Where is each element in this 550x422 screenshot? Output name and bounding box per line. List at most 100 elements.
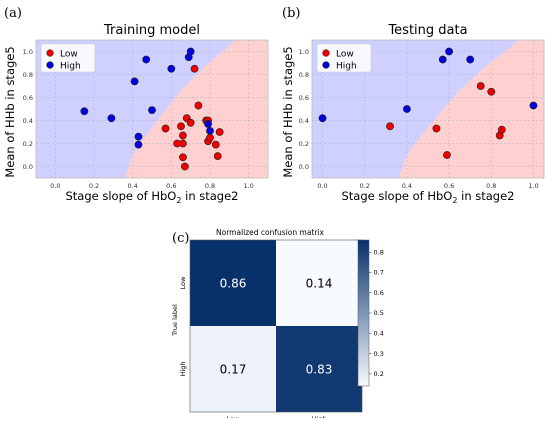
matrix-cell xyxy=(276,240,362,326)
low-point xyxy=(211,140,220,149)
colorbar-tick-label: 0.8 xyxy=(374,248,384,256)
y-tick-label: 0.8 xyxy=(23,71,33,79)
high-point xyxy=(186,47,195,56)
y-tick-label: 1.0 xyxy=(299,48,309,56)
high-point xyxy=(438,55,447,64)
confusion-matrix-chart: Normalized confusion matrix True label P… xyxy=(171,228,384,422)
high-point xyxy=(134,132,143,141)
high-point xyxy=(445,47,453,56)
high-point xyxy=(167,64,176,73)
x-tick-label: 1.0 xyxy=(243,182,253,190)
x-tick-label: 1.0 xyxy=(528,182,538,190)
matrix-cell xyxy=(276,326,362,412)
x-tick-label: 0.8 xyxy=(486,182,496,190)
y-tick-label: 1.0 xyxy=(23,48,33,56)
high-point xyxy=(206,126,214,135)
low-point xyxy=(386,122,394,131)
low-point xyxy=(487,87,496,96)
x-tick-label: 0.6 xyxy=(444,182,454,190)
high-point xyxy=(130,77,139,86)
plot-frame xyxy=(35,39,269,179)
x-tick-label: 0.0 xyxy=(50,182,60,190)
y-tick-label: 0.2 xyxy=(23,140,33,148)
low-point xyxy=(206,133,214,142)
legend-box xyxy=(316,43,372,73)
high-point xyxy=(142,55,151,64)
high-point xyxy=(148,106,156,115)
x-tick-label: 0.6 xyxy=(166,182,176,190)
chart-title: Normalized confusion matrix xyxy=(216,228,325,237)
low-point xyxy=(190,64,199,73)
legend-label: Low xyxy=(60,49,78,59)
y-tick-label: 0.2 xyxy=(299,140,309,148)
y-axis-label: Mean of HHb in stage5 xyxy=(3,46,17,177)
panel-a-label: (a) xyxy=(4,6,22,21)
testing-data-chart: Testing data Mean of HHb in stage5 Stage… xyxy=(281,23,545,205)
high-point xyxy=(204,120,212,128)
high-point xyxy=(80,107,89,116)
low-point xyxy=(432,124,441,133)
low-point xyxy=(179,153,187,162)
x-tick-label: 0.8 xyxy=(205,182,215,190)
colorbar-tick-label: 0.3 xyxy=(374,350,384,358)
legend-label: Low xyxy=(336,49,354,59)
chart-title: Training model xyxy=(103,23,200,38)
y-tick-label: 0.6 xyxy=(299,94,309,102)
high-point xyxy=(318,114,327,123)
panel-c-label: (c) xyxy=(172,231,189,246)
cell-value: 0.86 xyxy=(220,277,247,291)
high-point xyxy=(134,140,143,149)
low-point xyxy=(177,122,185,131)
low-point xyxy=(179,139,187,148)
low-point xyxy=(161,124,170,133)
low-region xyxy=(398,40,544,178)
low-point xyxy=(180,162,189,171)
low-point xyxy=(186,118,195,127)
legend-marker xyxy=(322,61,330,69)
y-tick-label: 0.8 xyxy=(299,71,309,79)
low-point xyxy=(194,101,203,110)
y-tick-label: 0.4 xyxy=(23,117,33,125)
y-tick-label: Low xyxy=(179,276,187,289)
x-tick-label: 0.4 xyxy=(402,182,412,190)
low-point xyxy=(476,82,485,90)
legend-label: High xyxy=(336,61,357,71)
x-axis-label: Stage slope of HbO2 in stage2 xyxy=(341,189,514,205)
chart-title: Testing data xyxy=(387,23,467,38)
low-point xyxy=(497,125,506,134)
high-point xyxy=(403,105,411,113)
cell-value: 0.83 xyxy=(306,363,333,377)
colorbar-tick-label: 0.2 xyxy=(374,370,384,378)
y-tick-label: 0.0 xyxy=(23,163,33,171)
colorbar xyxy=(357,239,370,387)
low-point xyxy=(179,131,187,140)
x-tick-label: 0.4 xyxy=(127,182,137,190)
training-model-chart: Training model Mean of HHb in stage5 Sta… xyxy=(3,23,269,205)
x-tick-label: 0.2 xyxy=(89,182,99,190)
y-axis-label: Mean of HHb in stage5 xyxy=(281,46,295,177)
colorbar-tick-label: 0.4 xyxy=(374,329,384,337)
colorbar-tick-label: 0.6 xyxy=(374,289,384,297)
plot-frame xyxy=(311,39,545,179)
plot-area xyxy=(36,40,268,178)
y-tick-label: 0.4 xyxy=(299,117,309,125)
matrix-cell xyxy=(190,240,276,326)
y-tick-label: 0.6 xyxy=(23,94,33,102)
colorbar-tick-label: 0.5 xyxy=(374,309,384,317)
low-point xyxy=(443,151,451,159)
legend-marker xyxy=(322,49,330,57)
y-tick-label: 0.0 xyxy=(299,163,309,171)
colorbar-tick-label: 0.7 xyxy=(374,269,384,277)
y-tick-label: High xyxy=(179,362,187,377)
high-point xyxy=(107,114,116,123)
low-point xyxy=(215,128,224,136)
cell-value: 0.17 xyxy=(220,363,247,377)
low-point xyxy=(213,152,222,161)
legend-marker xyxy=(46,61,54,69)
high-point xyxy=(529,101,538,110)
legend-marker xyxy=(46,49,54,57)
cell-value: 0.14 xyxy=(306,277,333,291)
x-tick-label: 0.0 xyxy=(317,182,327,190)
matrix-cell xyxy=(190,326,276,412)
